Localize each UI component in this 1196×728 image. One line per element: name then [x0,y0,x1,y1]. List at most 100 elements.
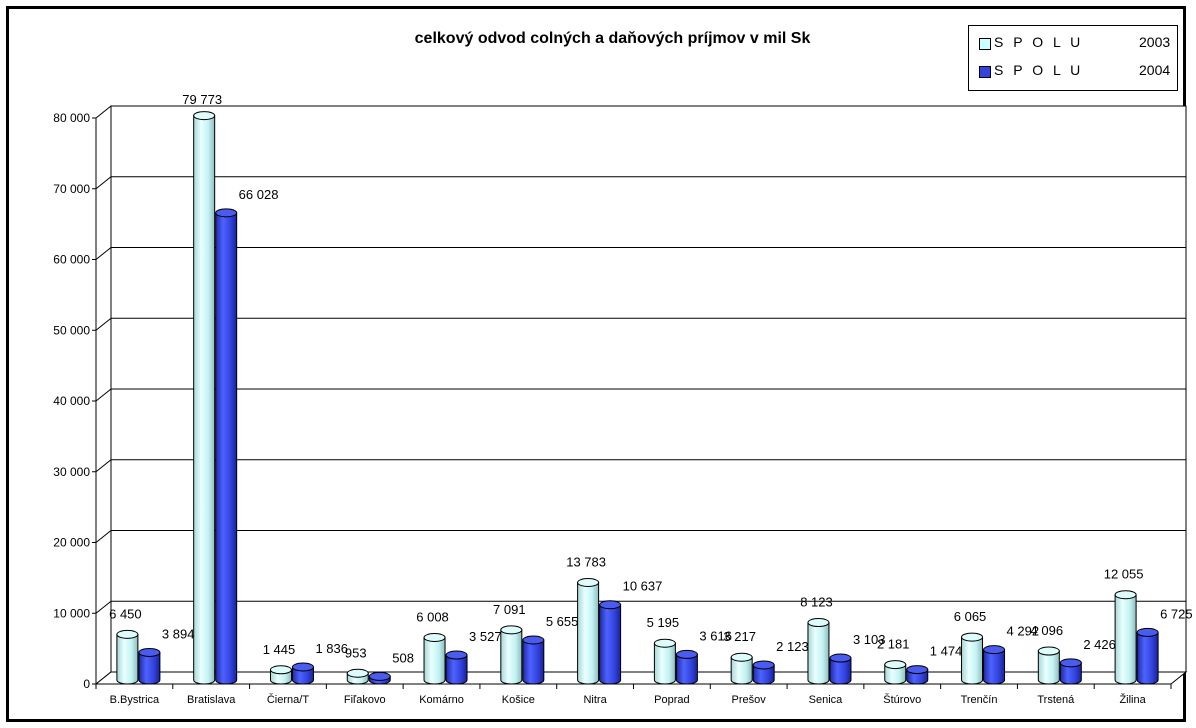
legend-series-name: S P O L U [994,34,1084,50]
x-tick-label: Košice [502,694,535,706]
data-label-2003: 953 [345,645,367,660]
data-label-2003: 7 091 [493,602,526,617]
bar-body-2003 [577,581,600,685]
bar-cap-2004 [906,665,929,675]
bar-cap-2003 [1037,646,1060,656]
bar-body-2003 [500,629,523,685]
y-tick-label: 0 [83,677,90,691]
bar-2004 [215,208,238,685]
bar-cap-2004 [368,671,391,681]
grid [95,105,1187,685]
bar-cap-2004 [138,647,161,657]
grid-side-line [95,105,112,119]
grid-side-line [95,600,112,614]
bar-cap-2003 [269,665,292,675]
bar-2004 [599,600,622,685]
x-tick-label: Čierna/T [267,693,309,706]
bar-cap-2004 [675,649,698,659]
x-tick-label: Senica [809,694,844,706]
bar-cap-2004 [445,650,468,660]
data-label-2003: 6 065 [954,609,987,624]
data-label-2004: 10 637 [623,579,663,594]
bar-cap-2004 [1136,627,1159,637]
legend-swatch-2004 [979,66,991,78]
bar-cap-2003 [116,629,139,639]
bar-2003 [1037,646,1060,685]
bar-body-2004 [522,639,545,685]
bar-2003 [807,618,830,685]
bar-2003 [500,625,523,685]
bar-body-2004 [1059,662,1082,685]
bar-cap-2004 [291,662,314,672]
legend-series-year: 2004 [1139,62,1171,78]
data-label-2003: 6 450 [109,606,142,621]
bar-2004 [906,665,929,685]
bar-cap-2003 [884,660,907,670]
bar-cap-2004 [599,600,622,610]
y-tick-label: 50 000 [53,323,90,337]
bar-cap-2004 [752,660,775,670]
bar-2003 [961,632,984,685]
y-tick-label: 60 000 [53,253,90,267]
data-labels: 6 450 79 773 1 445 953 6 008 7 091 13 783 5 195… [109,92,1193,665]
legend: S P O L U 2003 S P O L U 2004 [968,25,1178,91]
data-label-2004: 3 103 [853,632,886,647]
bar-2004 [983,645,1006,685]
bar-cap-2003 [193,111,216,121]
x-tick-label: Trstená [1037,694,1075,706]
x-tick-label: Štúrovo [883,693,921,706]
bar-2003 [346,668,369,685]
grid-side-line [95,317,112,331]
bar-cap-2004 [1059,658,1082,668]
bar-2004 [291,662,314,685]
y-tick-label: 80 000 [53,111,90,125]
data-label-2003: 3 217 [723,629,756,644]
x-tick-label: Fiľakovo [344,694,386,706]
data-label-2004: 508 [392,650,414,665]
bar-2004 [138,647,161,685]
x-tick-label: B.Bystrica [110,694,160,706]
plot-floor [94,671,1188,685]
chart-title: celkový odvod colných a daňových príjmov… [414,30,811,47]
data-label-2004: 3 616 [699,628,732,643]
x-tick-label: Poprad [654,694,689,706]
data-label-2003: 13 783 [566,554,606,569]
bar-body-2004 [1136,631,1159,685]
data-label-2004: 2 426 [1083,637,1116,652]
bar-cap-2004 [215,208,238,218]
bar-cap-2003 [423,632,446,642]
data-label-2004: 4 292 [1007,624,1040,639]
bar-body-2003 [1037,650,1060,685]
y-tick-label: 10 000 [53,606,90,620]
bar-cap-2004 [522,635,545,645]
data-label-2003: 5 195 [647,615,680,630]
legend-series-name: S P O L U [994,62,1084,78]
bar-body-2003 [1114,594,1137,685]
bar-2003 [577,577,600,685]
data-label-2004: 2 123 [776,639,809,654]
bar-body-2003 [807,622,830,685]
bar-2003 [730,652,753,685]
bar-cap-2003 [1114,590,1137,600]
grid-side-line [95,459,112,473]
x-tick-label: Trenčín [961,694,998,706]
bar-2003 [1114,590,1137,685]
bar-cap-2003 [346,668,369,678]
data-label-2003: 8 123 [800,595,833,610]
data-label-2004: 6 725 [1160,606,1193,621]
bar-body-2004 [829,657,852,685]
bar-body-2003 [423,636,446,685]
x-tick-label: Komárno [419,694,464,706]
data-label-2004: 1 474 [930,644,963,659]
bar-cap-2003 [500,625,523,635]
bar-2004 [1136,627,1159,685]
bars [116,111,1159,685]
bar-2003 [653,638,676,685]
bar-2004 [445,650,468,685]
data-label-2003: 4 096 [1031,623,1064,638]
bar-body-2004 [599,604,622,685]
bar-2004 [675,649,698,685]
grid-side-line [95,388,112,402]
bar-body-2003 [116,633,139,685]
